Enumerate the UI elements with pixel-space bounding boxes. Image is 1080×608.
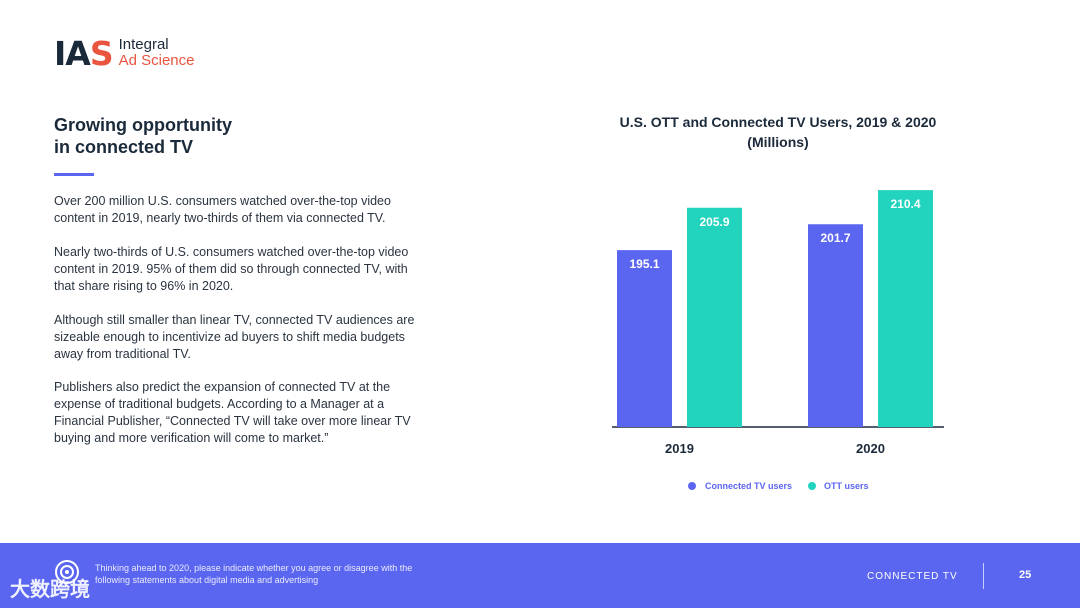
paragraph-4: Publishers also predict the expansion of… xyxy=(54,380,411,445)
watermark-text: 大数跨境 xyxy=(10,579,90,601)
x-tick-label: 2019 xyxy=(665,441,694,456)
title-underline xyxy=(54,173,94,176)
logo-line1: Integral xyxy=(118,36,169,53)
legend: Connected TV users OTT users xyxy=(688,481,869,491)
title-line2: in connected TV xyxy=(54,137,194,157)
labels-group: 195.1 205.9 2019 201.7 210.4 2020 xyxy=(629,197,920,456)
bars-group xyxy=(617,190,933,427)
paragraph-2: Nearly two-thirds of U.S. consumers watc… xyxy=(54,245,409,293)
bar-connected-tv-users-2019 xyxy=(617,250,672,427)
legend-label: Connected TV users xyxy=(705,481,792,491)
legend-swatch xyxy=(688,482,696,490)
bar-ott-users-2020 xyxy=(878,190,933,427)
page-title: Growing opportunity in connected TV xyxy=(54,114,314,158)
logo-line2: Ad Science xyxy=(118,52,195,69)
page-number: 25 xyxy=(1019,569,1032,581)
value-label: 205.9 xyxy=(699,215,729,229)
chart-subtitle: (Millions) xyxy=(747,134,809,150)
footer-divider xyxy=(983,563,984,589)
value-label: 210.4 xyxy=(890,197,920,211)
bar-ott-users-2019 xyxy=(687,207,742,427)
footer-target-icon xyxy=(55,560,79,584)
logo-wordmark: Integral Ad Science xyxy=(119,37,195,69)
value-label: 201.7 xyxy=(820,231,850,245)
bar-chart: 195.1 205.9 2019 201.7 210.4 2020 Connected T… xyxy=(612,190,944,491)
footer-note: Thinking ahead to 2020, please indicate … xyxy=(95,563,413,585)
legend-swatch xyxy=(808,482,816,490)
bar-connected-tv-users-2020 xyxy=(808,224,863,427)
x-tick-label: 2020 xyxy=(856,441,885,456)
logo-mark: IAS xyxy=(54,33,114,73)
paragraph-3: Although still smaller than linear TV, c… xyxy=(54,313,415,361)
footer-section-label: CONNECTED TV xyxy=(867,571,958,582)
value-label: 195.1 xyxy=(629,257,659,271)
chart-title: U.S. OTT and Connected TV Users, 2019 & … xyxy=(600,112,956,152)
paragraph-1: Over 200 million U.S. consumers watched … xyxy=(54,194,391,225)
ias-logo: IAS Integral Ad Science xyxy=(54,36,195,70)
chart-title-main: U.S. OTT and Connected TV Users, 2019 & … xyxy=(619,114,937,130)
title-line1: Growing opportunity xyxy=(54,115,232,135)
footer-bar: Thinking ahead to 2020, please indicate … xyxy=(0,543,1080,608)
legend-label: OTT users xyxy=(824,481,869,491)
